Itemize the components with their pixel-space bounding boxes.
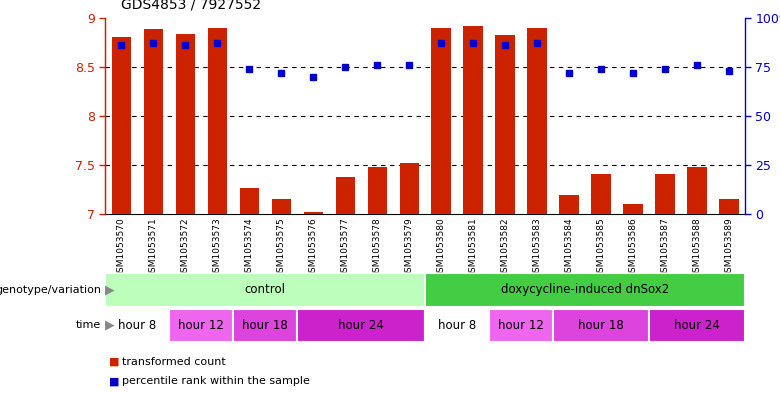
Text: GSM1053585: GSM1053585: [597, 217, 605, 278]
Text: ■: ■: [109, 356, 119, 367]
Bar: [463, 26, 483, 214]
Text: transformed count: transformed count: [122, 356, 226, 367]
Text: GSM1053589: GSM1053589: [725, 217, 733, 278]
Text: GSM1053571: GSM1053571: [149, 217, 158, 278]
Text: hour 12: hour 12: [179, 319, 224, 332]
Text: GSM1053580: GSM1053580: [437, 217, 445, 278]
Bar: [495, 35, 515, 214]
Bar: [233, 309, 297, 342]
Text: ▶: ▶: [105, 283, 114, 296]
Text: GSM1053587: GSM1053587: [661, 217, 669, 278]
Text: GSM1053583: GSM1053583: [533, 217, 541, 278]
Text: GSM1053582: GSM1053582: [501, 217, 509, 278]
Bar: [623, 204, 643, 214]
Text: ▶: ▶: [105, 319, 114, 332]
Bar: [176, 34, 195, 214]
Text: GSM1053575: GSM1053575: [277, 217, 285, 278]
Bar: [335, 177, 355, 214]
Text: hour 18: hour 18: [578, 319, 624, 332]
Text: hour 24: hour 24: [674, 319, 720, 332]
Text: GSM1053588: GSM1053588: [693, 217, 701, 278]
Bar: [559, 195, 579, 214]
Text: GSM1053586: GSM1053586: [629, 217, 637, 278]
Bar: [527, 28, 547, 214]
Bar: [367, 167, 387, 214]
Text: doxycycline-induced dnSox2: doxycycline-induced dnSox2: [501, 283, 669, 296]
Text: GDS4853 / 7927552: GDS4853 / 7927552: [121, 0, 261, 12]
Bar: [649, 309, 745, 342]
Text: GSM1053579: GSM1053579: [405, 217, 413, 278]
Bar: [112, 37, 131, 214]
Bar: [425, 309, 489, 342]
Text: GSM1053574: GSM1053574: [245, 217, 254, 278]
Bar: [207, 28, 227, 214]
Bar: [553, 309, 649, 342]
Bar: [687, 167, 707, 214]
Text: GSM1053570: GSM1053570: [117, 217, 126, 278]
Text: ■: ■: [109, 376, 119, 386]
Bar: [169, 309, 233, 342]
Text: time: time: [76, 320, 101, 330]
Bar: [399, 163, 419, 214]
Bar: [489, 309, 553, 342]
Text: GSM1053581: GSM1053581: [469, 217, 477, 278]
Text: control: control: [245, 283, 285, 296]
Text: hour 12: hour 12: [498, 319, 544, 332]
Bar: [591, 174, 611, 214]
Text: hour 8: hour 8: [438, 319, 477, 332]
Bar: [144, 29, 163, 214]
Bar: [105, 273, 425, 307]
Text: hour 18: hour 18: [243, 319, 288, 332]
Text: GSM1053577: GSM1053577: [341, 217, 349, 278]
Bar: [655, 174, 675, 214]
Bar: [239, 188, 259, 214]
Bar: [271, 199, 291, 214]
Text: GSM1053573: GSM1053573: [213, 217, 222, 278]
Text: GSM1053584: GSM1053584: [565, 217, 573, 278]
Bar: [425, 273, 745, 307]
Text: GSM1053578: GSM1053578: [373, 217, 381, 278]
Bar: [303, 212, 323, 214]
Text: GSM1053576: GSM1053576: [309, 217, 317, 278]
Bar: [431, 28, 451, 214]
Text: GSM1053572: GSM1053572: [181, 217, 190, 278]
Text: hour 24: hour 24: [339, 319, 384, 332]
Bar: [105, 309, 169, 342]
Text: hour 8: hour 8: [118, 319, 157, 332]
Text: percentile rank within the sample: percentile rank within the sample: [122, 376, 310, 386]
Text: genotype/variation: genotype/variation: [0, 285, 101, 295]
Bar: [297, 309, 425, 342]
Bar: [719, 199, 739, 214]
